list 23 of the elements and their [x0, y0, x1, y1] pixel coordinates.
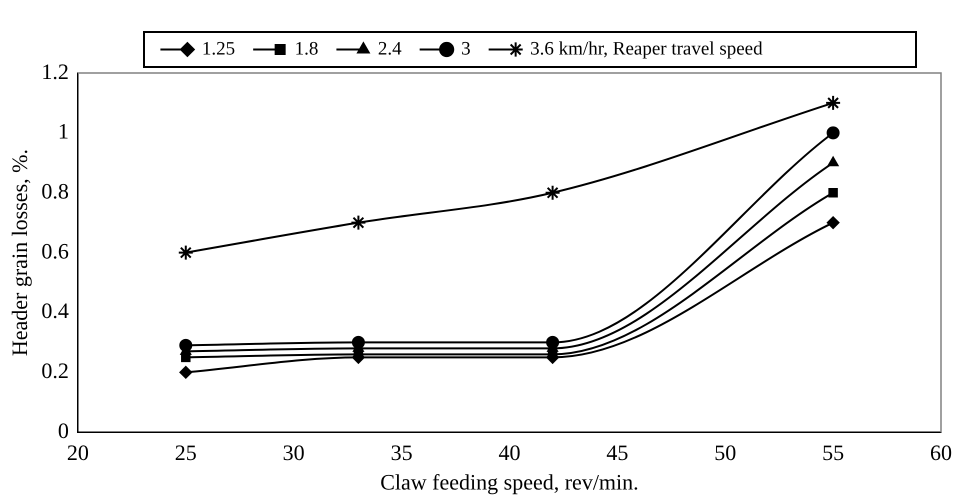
legend-label: 1.8: [294, 38, 318, 60]
y-tick-label: 0.4: [41, 298, 69, 324]
y-axis-title: Header grain losses, %.: [6, 149, 32, 356]
x-tick-label: 45: [606, 440, 628, 466]
x-tick-label: 50: [714, 440, 736, 466]
x-tick-label: 30: [282, 440, 305, 466]
x-tick-label: 35: [390, 440, 413, 466]
legend-label: 1.25: [202, 38, 236, 60]
x-axis-title: Claw feeding speed, rev/min.: [380, 470, 639, 495]
x-tick-label: 25: [174, 440, 197, 466]
x-tick-label: 20: [66, 440, 89, 466]
legend-label: 2.4: [378, 38, 402, 60]
legend-label: 3.6 km/hr, Reaper travel speed: [530, 38, 764, 60]
x-tick-label: 55: [822, 440, 844, 466]
y-tick-label: 1.2: [41, 58, 69, 84]
legend-label: 3: [461, 38, 471, 60]
y-tick-label: 0: [58, 418, 69, 443]
x-tick-label: 40: [498, 440, 520, 466]
y-tick-label: 0.8: [41, 178, 69, 204]
y-tick-label: 1: [58, 118, 69, 144]
y-tick-label: 0.6: [41, 238, 69, 264]
y-tick-label: 0.2: [41, 358, 69, 384]
x-tick-label: 60: [930, 440, 952, 466]
